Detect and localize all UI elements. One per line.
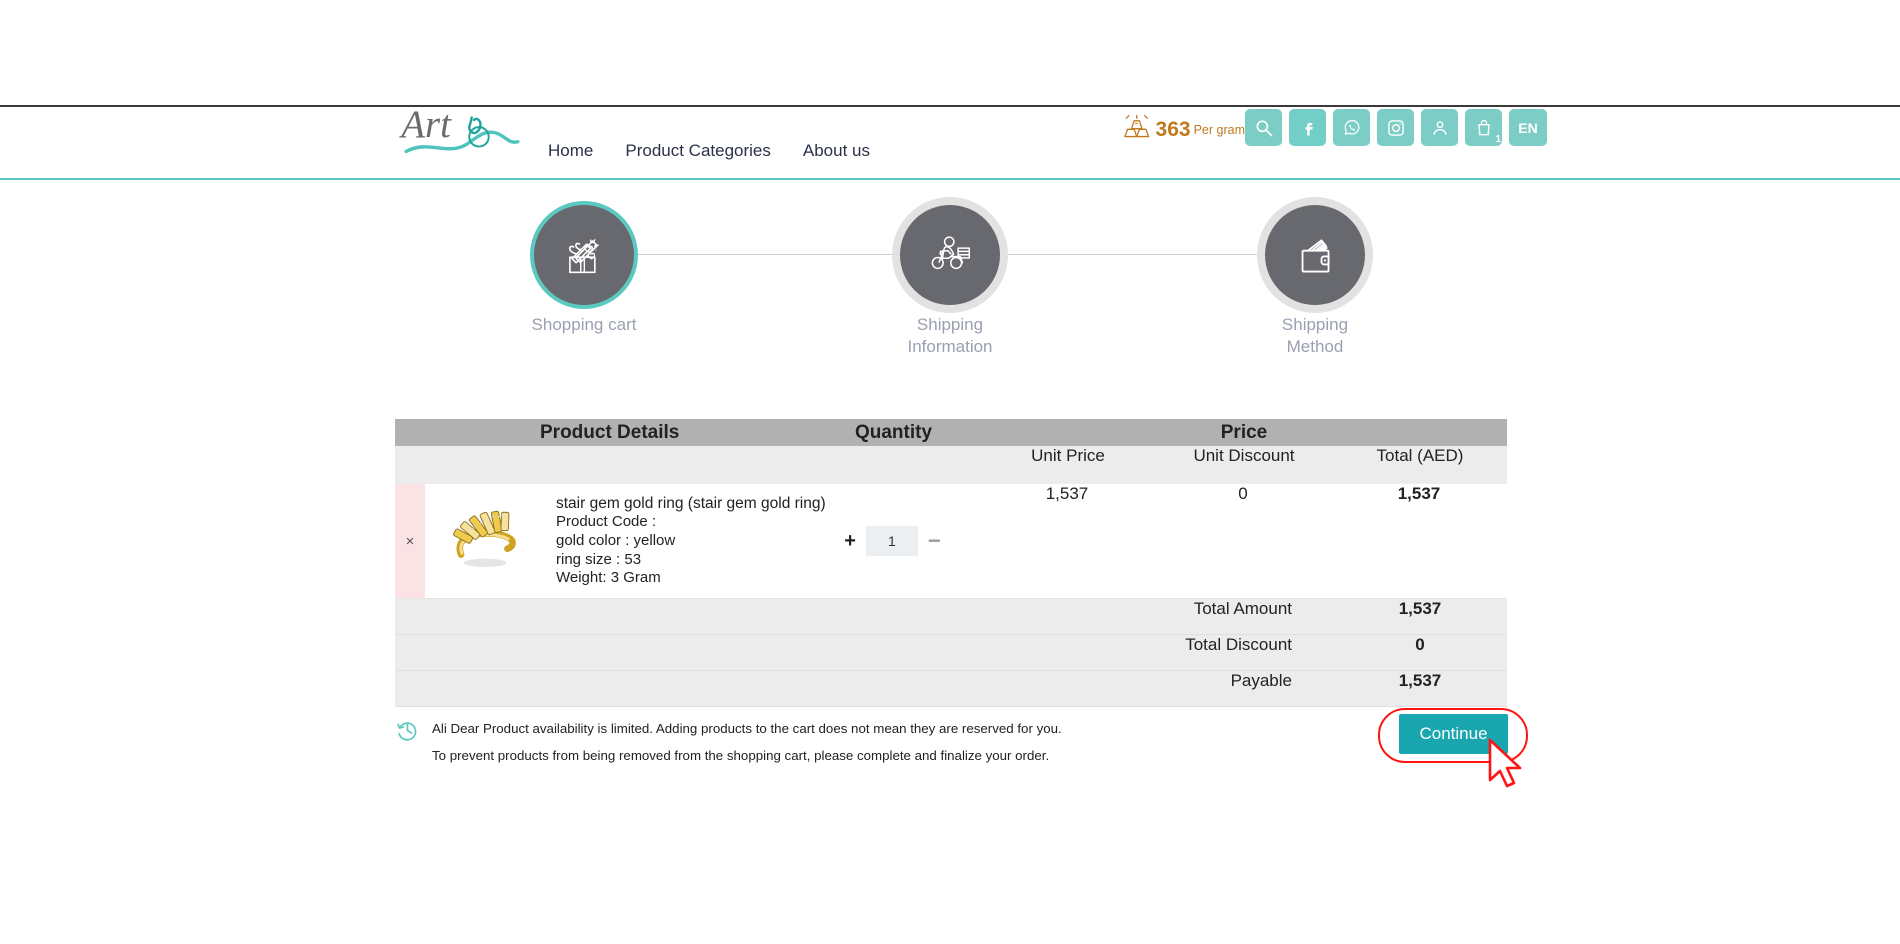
svg-text:Art: Art — [398, 103, 452, 146]
